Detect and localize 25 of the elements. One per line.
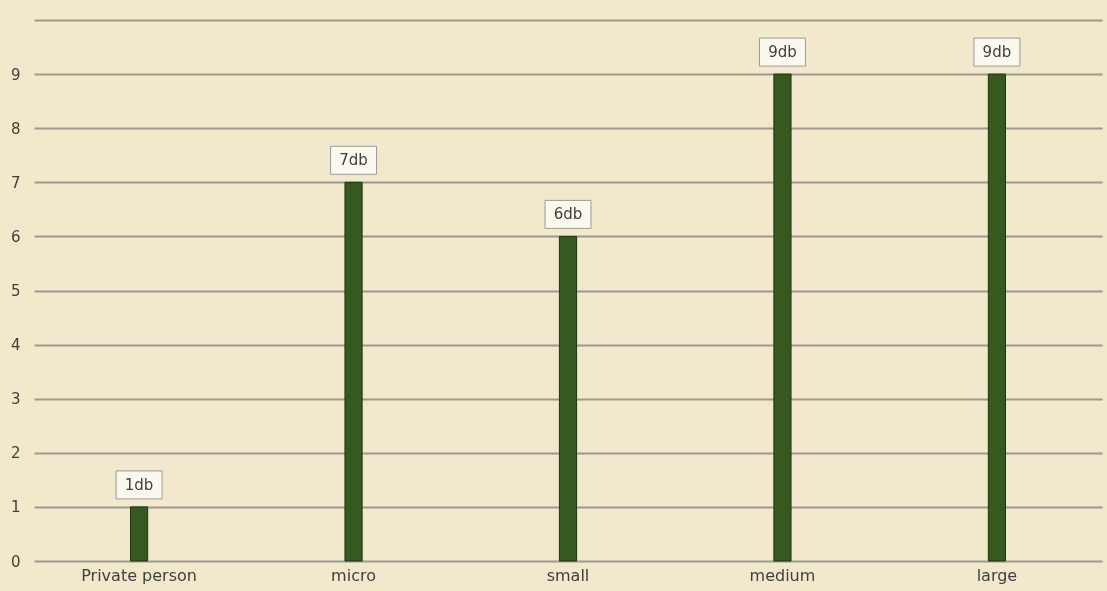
data-label: 6db <box>553 205 583 224</box>
y-tick-label: 7 <box>10 173 21 192</box>
y-tick-label: 0 <box>10 552 21 571</box>
y-tick-label: 8 <box>10 119 21 138</box>
x-tick-label: medium <box>749 565 816 585</box>
y-tick-label: 4 <box>10 336 21 355</box>
y-tick-label: 3 <box>10 390 21 409</box>
x-tick-label: Private person <box>81 565 197 585</box>
x-tick-label: large <box>976 565 1018 585</box>
bar <box>987 73 1006 562</box>
data-label: 9db <box>768 43 797 62</box>
bar <box>130 506 149 562</box>
bar <box>773 73 792 562</box>
y-tick-label: 5 <box>10 282 21 300</box>
bar <box>344 181 363 562</box>
y-tick-label: 2 <box>10 444 21 463</box>
y-tick-label: 9 <box>10 65 21 84</box>
x-tick-label: small <box>546 565 590 585</box>
y-tick-label: 6 <box>10 227 21 246</box>
data-label: 7db <box>339 151 368 170</box>
y-tick-label: 1 <box>10 498 21 517</box>
data-label: 9db <box>982 43 1012 62</box>
data-label: 1db <box>124 475 154 494</box>
bar <box>558 235 578 562</box>
x-tick-label: micro <box>331 565 376 585</box>
